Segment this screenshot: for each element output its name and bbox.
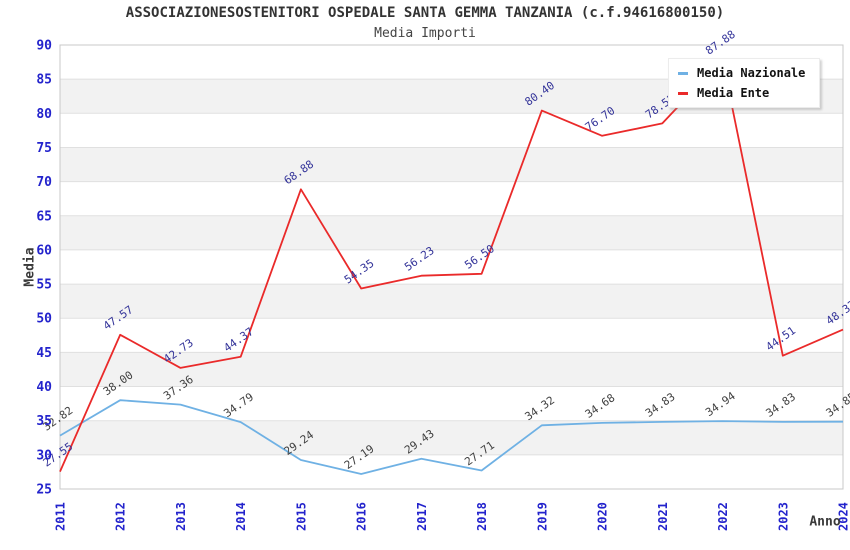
y-tick-label: 65 (36, 209, 52, 224)
x-tick-label: 2014 (234, 502, 248, 531)
x-tick-label: 2022 (716, 502, 730, 531)
legend-swatch-media-ente-icon (678, 91, 688, 95)
plot-band (60, 454, 843, 489)
y-tick-label: 45 (36, 346, 52, 361)
series-line-media-nazionale (59, 399, 844, 475)
y-tick-label: 35 (36, 414, 52, 429)
plot-band (60, 352, 843, 387)
x-tick-label: 2021 (656, 502, 670, 531)
plot-band (60, 113, 843, 148)
y-tick-label: 25 (36, 483, 52, 498)
x-tick-label: 2018 (475, 502, 489, 531)
x-tick-label: 2017 (415, 502, 429, 531)
chart-title: ASSOCIAZIONESOSTENITORI OSPEDALE SANTA G… (125, 5, 725, 21)
x-axis-title: Anno (809, 514, 841, 530)
y-tick-label: 50 (36, 312, 52, 327)
x-tick-label: 2011 (54, 502, 68, 531)
chart-legend: Media Nazionale Media Ente (668, 58, 821, 108)
y-tick-label: 85 (36, 73, 52, 88)
x-tick-label: 2015 (294, 502, 308, 531)
y-tick-label: 80 (36, 107, 52, 122)
x-tick-label: 2019 (535, 502, 549, 531)
plot-band (60, 249, 843, 285)
y-tick-label: 30 (36, 448, 52, 463)
legend-label-media-nazionale: Media Nazionale (697, 66, 806, 80)
legend-item-media-nazionale: Media Nazionale (678, 66, 805, 80)
y-axis-title: Media (22, 247, 38, 287)
x-tick-label: 2023 (776, 502, 790, 531)
plot-band (60, 215, 843, 250)
y-tick-label: 60 (36, 243, 52, 258)
x-tick-label: 2013 (174, 502, 188, 531)
plot-border (59, 44, 844, 490)
plot-band (60, 420, 843, 455)
plot-band (60, 284, 843, 319)
x-tick-label: 2012 (114, 502, 128, 531)
x-tick-label: 2016 (355, 502, 369, 531)
x-tick-label: 2020 (596, 502, 610, 531)
plot-band (60, 318, 843, 353)
legend-swatch-media-nazionale-icon (678, 71, 688, 75)
plot-band (60, 147, 843, 182)
chart-subtitle: Media Importi (374, 26, 476, 41)
legend-label-media-ente: Media Ente (697, 86, 770, 100)
plot-band (60, 386, 843, 421)
plot-band (60, 181, 843, 216)
y-tick-label: 75 (36, 141, 52, 156)
legend-item-media-ente: Media Ente (678, 86, 805, 100)
y-tick-label: 90 (36, 39, 52, 54)
y-tick-label: 70 (36, 175, 52, 190)
y-tick-label: 40 (36, 380, 52, 395)
y-tick-label: 55 (36, 278, 52, 293)
x-tick-label: 2024 (837, 502, 850, 531)
